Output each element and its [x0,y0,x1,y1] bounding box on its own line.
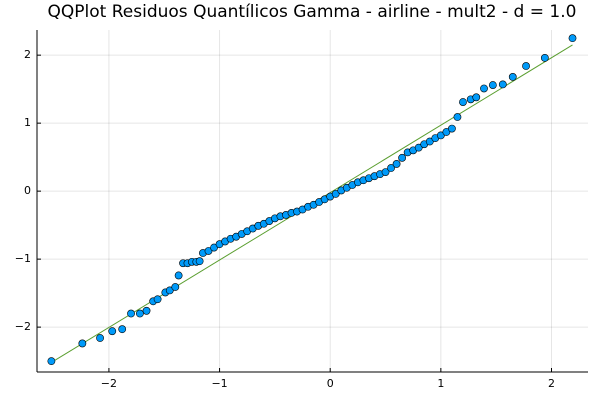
point [210,243,218,252]
x-tick-label: 1 [437,377,444,390]
point [127,309,135,318]
point [47,357,56,366]
point [118,325,127,334]
point [204,247,213,255]
point [414,143,423,152]
x-tick-label: 0 [327,377,334,390]
point [135,309,144,318]
point [448,124,456,133]
point [498,80,507,89]
chart-title: QQPlot Residuos Quantílicos Gamma - airl… [48,2,577,22]
point [508,73,517,81]
point [425,137,434,146]
point [472,93,481,102]
point [436,131,445,140]
point [331,189,340,198]
x-tick-label: −2 [101,377,117,390]
point [108,327,117,336]
y-tick-label: 1 [24,116,31,129]
point [459,98,467,106]
point [392,160,401,168]
point [453,113,462,121]
y-tick-label: 2 [24,48,31,61]
point [381,168,390,177]
x-tick-label: 2 [548,377,555,390]
point [78,339,87,348]
point [165,286,174,295]
x-tick-label: −1 [211,377,227,390]
y-tick-label: 0 [24,184,31,197]
y-tick-label: −1 [15,252,31,265]
point [488,81,497,89]
y-tick-label: −2 [15,320,31,333]
point [480,84,488,93]
point [522,62,530,70]
point [174,271,183,280]
point [387,164,395,172]
point [171,283,180,291]
point [568,34,577,43]
point [442,128,451,136]
point [195,257,204,266]
point [153,295,162,304]
point [398,153,407,162]
point [96,334,104,342]
point [142,306,151,315]
point [540,53,549,62]
